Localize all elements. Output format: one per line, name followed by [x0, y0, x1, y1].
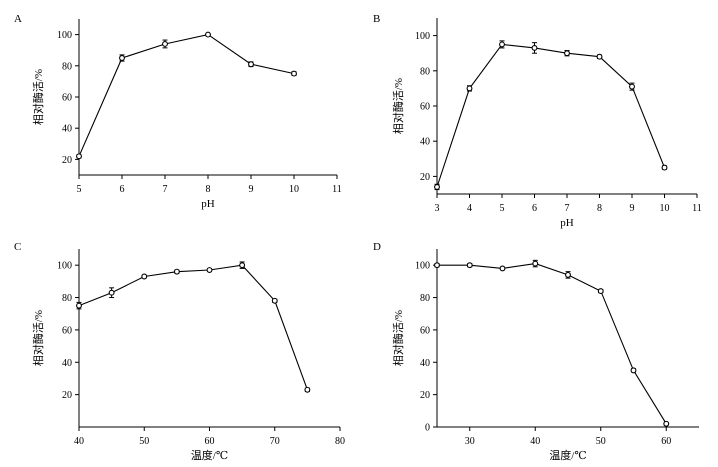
x-tick-label: 5	[500, 203, 505, 214]
y-tick-label: 100	[415, 31, 430, 42]
series-line	[78, 34, 295, 157]
x-tick-label: 50	[596, 436, 606, 447]
data-point	[434, 184, 440, 190]
x-tick-label: 80	[335, 436, 345, 447]
data-point	[531, 44, 538, 51]
y-tick-label: 40	[420, 137, 430, 148]
series-line	[436, 43, 666, 188]
data-point	[466, 262, 473, 269]
y-axis-label: 相对酶活/%	[391, 78, 405, 134]
chart-panel-b: B 3 4 5 6 7 8 9 10 11 20 40 60 80 100 pH 相对酶活/%	[373, 13, 702, 229]
y-tick-label: 60	[420, 102, 430, 113]
data-point	[564, 50, 570, 57]
data-point	[597, 288, 604, 295]
x-axis-label: pH	[560, 217, 574, 229]
data-point	[248, 61, 254, 68]
y-tick-label: 100	[57, 30, 72, 41]
y-tick-label: 80	[62, 293, 72, 304]
y-tick-label: 20	[62, 390, 72, 401]
y-tick-label: 40	[420, 358, 430, 369]
x-tick-label: 30	[465, 436, 475, 447]
x-tick-label: 4	[467, 203, 472, 214]
x-tick-label: 10	[289, 184, 299, 195]
x-tick-label: 9	[249, 184, 254, 195]
data-point	[76, 302, 82, 309]
data-point	[304, 386, 311, 393]
data-point	[76, 153, 82, 160]
data-point	[271, 297, 278, 304]
y-tick-label: 80	[420, 66, 430, 77]
y-tick-label: 60	[62, 325, 72, 336]
data-point	[173, 268, 180, 275]
y-tick-label: 0	[425, 423, 430, 434]
x-tick-label: 5	[77, 184, 82, 195]
x-axis-label: 温度/℃	[549, 448, 586, 462]
x-tick-label: 60	[205, 436, 215, 447]
y-tick-label: 100	[57, 261, 72, 272]
series-line	[78, 264, 308, 390]
data-point	[630, 367, 637, 374]
chart-panel-c: C 40 50 60 70 80 20 40 60 80 100 温度/℃ 相对酶活/%	[14, 241, 345, 462]
x-tick-label: 11	[692, 203, 702, 214]
y-tick-label: 80	[420, 293, 430, 304]
y-tick-label: 20	[62, 155, 72, 166]
data-point	[499, 265, 506, 272]
data-point	[629, 83, 635, 90]
y-axis-label: 相对酶活/%	[391, 310, 405, 366]
y-axis-label: 相对酶活/%	[31, 69, 45, 125]
x-tick-label: 6	[120, 184, 125, 195]
y-tick-label: 40	[62, 124, 72, 135]
x-tick-label: 7	[565, 203, 570, 214]
x-tick-label: 8	[597, 203, 602, 214]
y-tick-label: 60	[420, 325, 430, 336]
series-line	[437, 263, 667, 425]
y-tick-label: 40	[62, 358, 72, 369]
panel-label: B	[373, 13, 380, 25]
data-point	[205, 31, 211, 38]
x-tick-label: 10	[660, 203, 670, 214]
x-tick-label: 11	[332, 184, 342, 195]
x-tick-label: 50	[139, 436, 149, 447]
x-tick-label: 3	[435, 203, 440, 214]
data-point	[239, 262, 246, 269]
y-axis-label: 相对酶活/%	[31, 310, 45, 366]
data-point	[119, 55, 125, 61]
x-tick-label: 60	[661, 436, 671, 447]
y-tick-label: 80	[62, 61, 72, 72]
data-point	[434, 262, 440, 269]
data-point	[162, 41, 168, 47]
data-point	[291, 70, 297, 77]
x-tick-label: 8	[206, 184, 211, 195]
x-axis-label: pH	[201, 198, 215, 210]
data-point	[141, 273, 148, 280]
data-point	[108, 289, 115, 296]
panel-label: A	[14, 13, 22, 25]
x-tick-label: 40	[530, 436, 540, 447]
data-point	[565, 271, 571, 278]
data-point	[532, 260, 539, 267]
data-point	[661, 164, 668, 171]
chart-panel-a: A 5 6 7 8 9 10 11 20 40 60 80 100 pH 相对酶活/%	[14, 13, 342, 210]
x-tick-label: 7	[163, 184, 168, 195]
x-axis-label: 温度/℃	[191, 448, 228, 462]
x-tick-label: 70	[270, 436, 280, 447]
data-point	[663, 420, 670, 427]
panel-label: D	[373, 241, 381, 253]
x-tick-label: 6	[532, 203, 537, 214]
y-tick-label: 20	[420, 390, 430, 401]
data-point	[499, 41, 505, 48]
data-point	[466, 85, 473, 92]
y-tick-label: 60	[62, 93, 72, 104]
panel-label: C	[14, 241, 21, 253]
y-tick-label: 20	[420, 172, 430, 183]
data-point	[596, 53, 603, 60]
x-tick-label: 9	[630, 203, 635, 214]
y-tick-label: 100	[415, 261, 430, 272]
data-point	[206, 267, 213, 273]
chart-panel-d: D 30 40 50 60 0 20 40 60 80 100 温度/℃ 相对酶活/%	[373, 241, 699, 462]
x-tick-label: 40	[74, 436, 84, 447]
